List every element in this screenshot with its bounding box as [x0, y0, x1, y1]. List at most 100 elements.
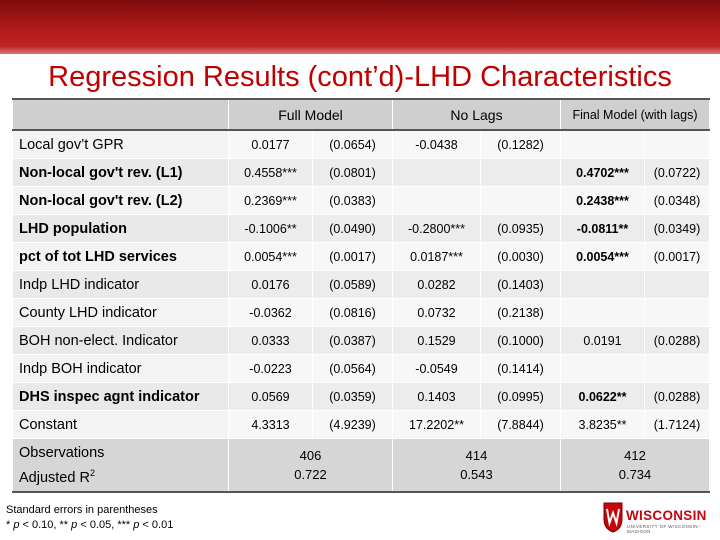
std-error-cell: (0.0801) — [312, 158, 393, 187]
row-label: County LHD indicator — [12, 298, 229, 327]
footnote-significance: * p < 0.10, ** p < 0.05, *** p < 0.01 — [6, 519, 174, 531]
header-final-model: Final Model (with lags) — [559, 98, 711, 131]
std-error-cell — [643, 270, 711, 299]
summary-labels: Observations Adjusted R2 — [12, 438, 229, 493]
coefficient-cell: 0.4702*** — [560, 158, 645, 187]
coefficient-cell: 0.0191 — [560, 326, 645, 355]
coefficient-cell: 0.0187*** — [392, 242, 481, 271]
table-row: BOH non-elect. Indicator 0.0333 (0.0387) 0.… — [12, 326, 711, 355]
coefficient-cell — [560, 129, 645, 159]
std-error-cell: (0.0490) — [312, 214, 393, 243]
table-header-row: Full Model No Lags Final Model (with lag… — [12, 98, 711, 131]
coefficient-cell: -0.0362 — [228, 298, 313, 327]
row-label: Non-local gov't rev. (L1) — [12, 158, 229, 187]
adjusted-r2-value: 0.543 — [460, 467, 493, 482]
adjusted-r2-superscript: 2 — [89, 467, 95, 478]
std-error-cell: (7.8844) — [480, 410, 561, 439]
std-error-cell: (0.0995) — [480, 382, 561, 411]
std-error-cell — [480, 186, 561, 215]
coefficient-cell: 0.0054*** — [228, 242, 313, 271]
summary-no-lags: 414 0.543 — [392, 438, 561, 493]
coefficient-cell: -0.0549 — [392, 354, 481, 383]
coefficient-cell — [392, 158, 481, 187]
coefficient-cell: 0.0054*** — [560, 242, 645, 271]
adjusted-r2-value: 0.734 — [618, 467, 652, 482]
row-label: Indp BOH indicator — [12, 354, 229, 383]
row-label: LHD population — [12, 214, 229, 243]
coefficient-cell: 17.2202** — [392, 410, 481, 439]
coefficient-cell: 0.0333 — [228, 326, 313, 355]
row-label: Local gov’t GPR — [12, 129, 229, 159]
std-error-cell: (0.0816) — [312, 298, 393, 327]
coefficient-cell: 0.4558*** — [228, 158, 313, 187]
std-error-cell: (0.1403) — [480, 270, 561, 299]
coefficient-cell: 0.2369*** — [228, 186, 313, 215]
footnote: Standard errors in parentheses * p < 0.1… — [6, 503, 173, 533]
footnote-standard-errors: Standard errors in parentheses — [6, 504, 158, 516]
logo-subtext: UNIVERSITY OF WISCONSIN–MADISON — [627, 524, 701, 534]
header-full-model: Full Model — [228, 98, 393, 131]
coefficient-cell: 0.0282 — [392, 270, 481, 299]
coefficient-cell — [392, 186, 481, 215]
std-error-cell: (0.0288) — [643, 382, 711, 411]
table-row: Non-local gov't rev. (L1) 0.4558*** (0.080… — [12, 158, 711, 187]
std-error-cell: (1.7124) — [643, 410, 711, 439]
university-logo: WISCONSIN UNIVERSITY OF WISCONSIN–MADISO… — [602, 499, 714, 535]
row-label: BOH non-elect. Indicator — [12, 326, 229, 355]
coefficient-cell: -0.0223 — [228, 354, 313, 383]
observations-value: 414 — [465, 448, 488, 463]
header-no-lags: No Lags — [392, 98, 561, 131]
coefficient-cell — [560, 298, 645, 327]
coefficient-cell: 0.0569 — [228, 382, 313, 411]
std-error-cell — [480, 158, 561, 187]
table-row: Indp BOH indicator -0.0223 (0.0564) -0.0549… — [12, 354, 711, 383]
table-row: Indp LHD indicator 0.0176 (0.0589) 0.0282 (0… — [12, 270, 711, 299]
std-error-cell: (0.0359) — [312, 382, 393, 411]
summary-final-model: 412 0.734 — [559, 438, 711, 493]
coefficient-cell: -0.2800*** — [392, 214, 481, 243]
coefficient-cell: -0.0438 — [392, 129, 481, 159]
header-banner — [0, 0, 720, 54]
std-error-cell — [643, 129, 711, 159]
adjusted-r2-value: 0.722 — [294, 467, 327, 482]
table-row: Local gov’t GPR 0.0177 (0.0654) -0.0438 (0.1… — [12, 129, 711, 159]
coefficient-cell: -0.1006** — [228, 214, 313, 243]
slide-title: Regression Results (cont’d)-LHD Characte… — [48, 61, 672, 93]
coefficient-cell: 0.1529 — [392, 326, 481, 355]
coefficient-cell: -0.0811** — [560, 214, 645, 243]
std-error-cell: (0.1414) — [480, 354, 561, 383]
table-row: Constant 4.3313 (4.9239) 17.2202** (7.8844) 3… — [12, 410, 711, 439]
observations-value: 406 — [299, 448, 322, 463]
std-error-cell: (0.0383) — [312, 186, 393, 215]
std-error-cell: (0.0288) — [643, 326, 711, 355]
std-error-cell — [643, 354, 711, 383]
observations-label: Observations — [19, 444, 105, 461]
row-label: pct of tot LHD services — [12, 242, 229, 271]
coefficient-cell: 0.2438*** — [560, 186, 645, 215]
summary-full-model: 406 0.722 — [228, 438, 393, 493]
coefficient-cell: 0.0177 — [228, 129, 313, 159]
table-row: County LHD indicator -0.0362 (0.0816) 0.073… — [12, 298, 711, 327]
std-error-cell: (0.1000) — [480, 326, 561, 355]
coefficient-cell: 0.0732 — [392, 298, 481, 327]
coefficient-cell: 0.0622** — [560, 382, 645, 411]
std-error-cell: (0.0564) — [312, 354, 393, 383]
std-error-cell: (0.1282) — [480, 129, 561, 159]
std-error-cell: (0.0589) — [312, 270, 393, 299]
std-error-cell: (0.2138) — [480, 298, 561, 327]
logo-wordmark: WISCONSIN — [626, 508, 707, 523]
summary-row: Observations Adjusted R2 406 0.722 414 0.543 4… — [12, 438, 711, 493]
std-error-cell: (0.0935) — [480, 214, 561, 243]
std-error-cell: (0.0349) — [643, 214, 711, 243]
coefficient-cell — [560, 354, 645, 383]
coefficient-cell: 0.1403 — [392, 382, 481, 411]
coefficient-cell: 4.3313 — [228, 410, 313, 439]
std-error-cell: (0.0654) — [312, 129, 393, 159]
std-error-cell: (0.0348) — [643, 186, 711, 215]
coefficient-cell: 0.0176 — [228, 270, 313, 299]
row-label: Non-local gov't rev. (L2) — [12, 186, 229, 215]
adjusted-r2-label: Adjusted R2 — [19, 463, 228, 488]
header-corner — [12, 98, 229, 131]
table-row: LHD population -0.1006** (0.0490) -0.2800**… — [12, 214, 711, 243]
std-error-cell: (0.0722) — [643, 158, 711, 187]
